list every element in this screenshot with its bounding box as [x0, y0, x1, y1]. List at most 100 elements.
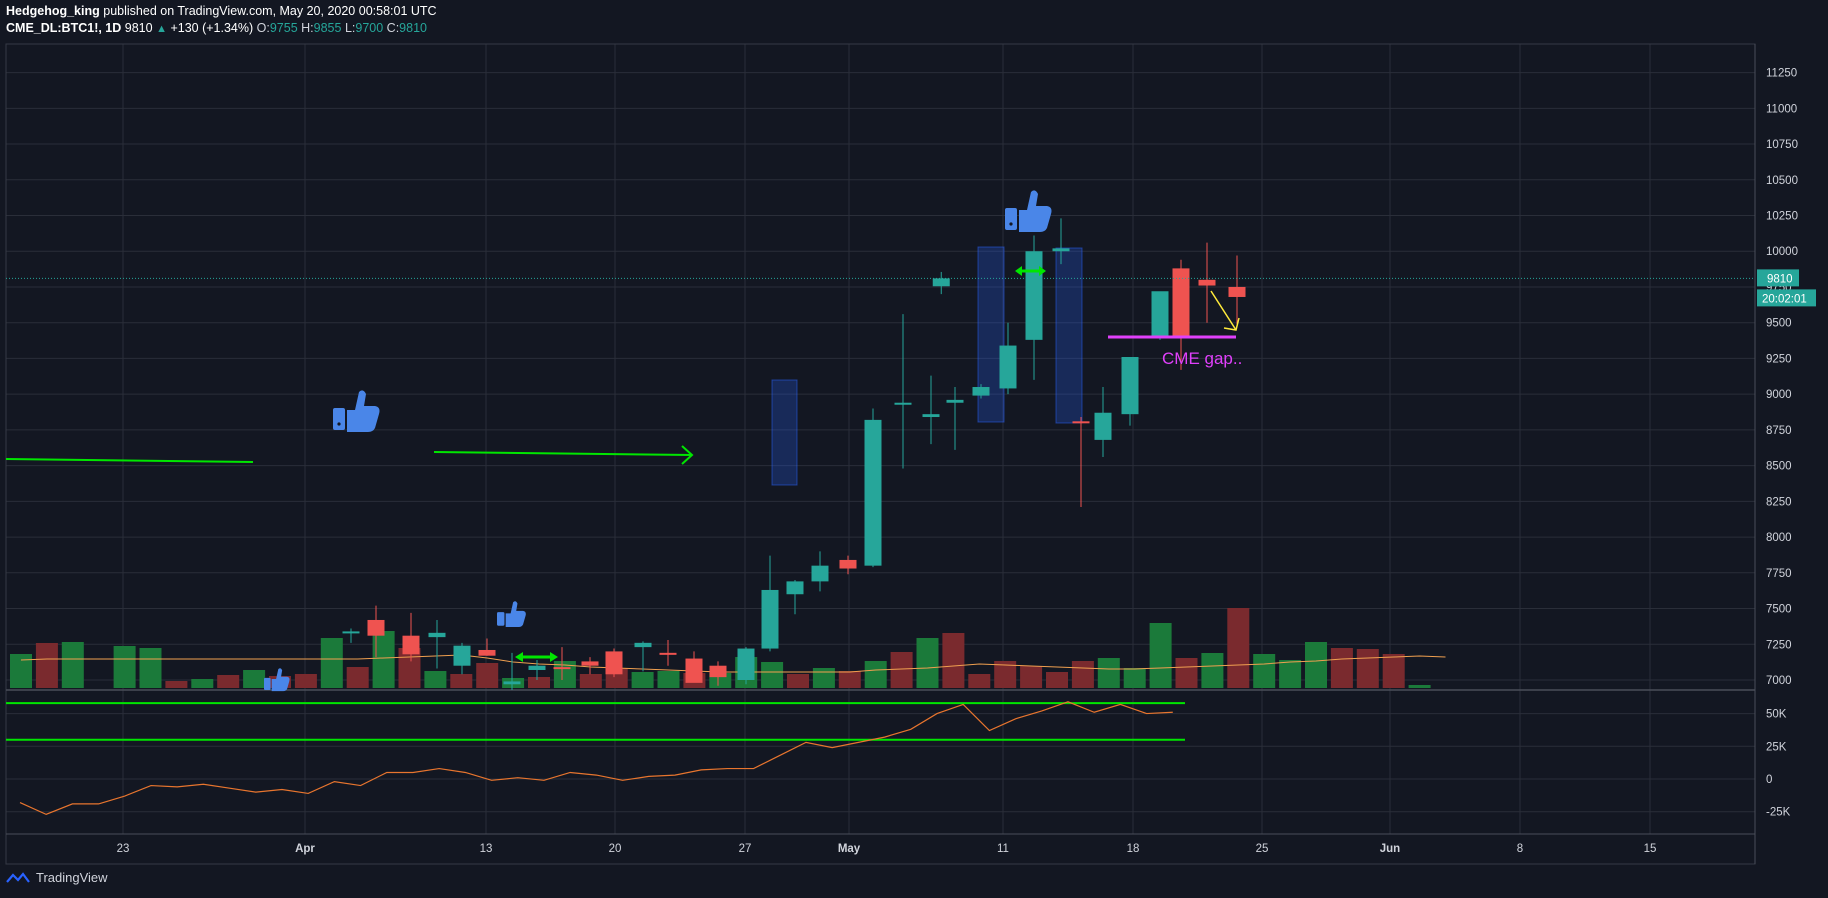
candle-body [605, 651, 623, 675]
candle-body [999, 345, 1017, 389]
publish-date: published on TradingView.com, May 20, 20… [103, 4, 437, 18]
price-tick-label: 8750 [1766, 425, 1792, 437]
volume-bar [346, 667, 369, 688]
candle-body [402, 635, 420, 655]
volume-bar [424, 671, 447, 688]
candle-body [342, 631, 360, 634]
price-tick-label: 11000 [1766, 103, 1797, 115]
volume-bars [10, 608, 1431, 688]
trend-arrow-line[interactable] [433, 451, 693, 456]
candle-body [503, 681, 521, 685]
volume-bar [1071, 661, 1094, 688]
volume-bar [1123, 668, 1146, 688]
candle-body [1094, 412, 1112, 440]
volume-bar [398, 648, 421, 688]
close-label: C: [386, 21, 400, 35]
volume-bar [139, 648, 162, 688]
time-tick-label: 11 [997, 843, 1009, 855]
candle-body [811, 565, 829, 582]
volume-bar [1356, 649, 1379, 688]
volume-bar [1305, 642, 1327, 688]
volume-bar [450, 674, 473, 688]
author-name[interactable]: Hedgehog_king [6, 4, 100, 18]
volume-bar [113, 646, 136, 688]
oscillator-axis[interactable]: 50K 25K 0 -25K [1766, 709, 1791, 819]
osc-tick-label: 50K [1766, 709, 1787, 721]
double-arrow-icon[interactable] [515, 652, 558, 662]
volume-bar [1020, 666, 1043, 688]
highlight-box-1[interactable] [771, 379, 798, 486]
volume-bar [1382, 654, 1405, 688]
time-tick-label: 23 [117, 843, 130, 855]
cme-gap-label[interactable]: CME gap.. [1162, 349, 1242, 368]
close-value: 9810 [399, 21, 427, 35]
price-tick-label: 8000 [1766, 532, 1792, 544]
volume-bar [243, 670, 266, 688]
volume-bar [165, 681, 188, 688]
candle-body [1025, 251, 1043, 340]
volume-bar [761, 662, 784, 688]
osc-tick-label: -25K [1766, 807, 1791, 819]
highlight-box-3[interactable] [1055, 247, 1083, 424]
time-tick-label: May [838, 843, 861, 855]
time-axis[interactable]: 23 Apr 13 20 27 May 11 18 25 Jun 8 15 [117, 843, 1657, 855]
candle-body [553, 667, 571, 670]
time-tick-label: Jun [1380, 843, 1400, 855]
time-tick-label: 27 [739, 843, 752, 855]
volume-bar [838, 671, 861, 688]
footer-brand[interactable]: TradingView [6, 870, 108, 885]
volume-bar [631, 672, 654, 688]
symbol-name[interactable]: CME_DL:BTC1!, 1D [6, 21, 122, 35]
thumbs-up-icon[interactable] [497, 601, 526, 628]
candle-body [922, 414, 940, 418]
grid-lines [6, 44, 1755, 834]
countdown-badge-text: 20:02:01 [1762, 293, 1807, 305]
thumbs-up-icon[interactable] [1005, 190, 1052, 232]
candle-body [737, 648, 755, 680]
time-tick-label: 25 [1256, 843, 1269, 855]
candle-body [786, 581, 804, 595]
down-arrow-head-icon [1223, 317, 1240, 331]
volume-bar [1227, 608, 1250, 688]
volume-bar [1330, 648, 1353, 688]
oscillator-line [19, 701, 1173, 816]
footer-brand-text: TradingView [36, 870, 108, 885]
price-tick-label: 7500 [1766, 604, 1792, 616]
volume-bar [191, 679, 214, 688]
volume-bar [528, 677, 550, 688]
candle-body [1072, 421, 1090, 424]
double-arrow-icon[interactable] [1015, 266, 1046, 276]
price-axis[interactable]: 7000 7250 7500 7750 8000 8250 8500 8750 9000 9250… [1766, 68, 1798, 687]
candle-body [478, 649, 496, 656]
thumbs-up-icon[interactable] [333, 390, 380, 432]
time-tick-label: 8 [1517, 843, 1523, 855]
down-arrow-line[interactable] [1210, 290, 1237, 331]
osc-tick-label: 0 [1766, 774, 1772, 786]
thumbs-up-icon[interactable] [264, 668, 290, 692]
highlight-box-2[interactable] [977, 246, 1005, 423]
price-tick-label: 7250 [1766, 639, 1792, 651]
volume-bar [10, 654, 32, 688]
volume-bar [1253, 654, 1276, 688]
time-tick-label: Apr [295, 843, 315, 855]
low-value: 9700 [355, 21, 384, 35]
volume-bar [320, 638, 343, 688]
candle-body [1198, 279, 1216, 286]
volume-bar [916, 638, 939, 688]
volume-bar [1408, 685, 1431, 688]
candle-body [634, 642, 652, 648]
volume-bar [787, 674, 809, 688]
candle-body [659, 652, 677, 655]
candle-body [894, 402, 912, 405]
trend-line-left[interactable] [5, 458, 254, 463]
time-tick-label: 15 [1644, 843, 1657, 855]
countdown-badge [1757, 289, 1816, 307]
open-value: 9755 [269, 21, 298, 35]
volume-bar [1097, 658, 1120, 688]
volume-bar [1175, 658, 1198, 688]
price-tick-label: 8500 [1766, 461, 1792, 473]
volume-bar [579, 674, 602, 688]
candle-body [709, 665, 727, 678]
trend-arrow-head-icon [681, 445, 694, 465]
